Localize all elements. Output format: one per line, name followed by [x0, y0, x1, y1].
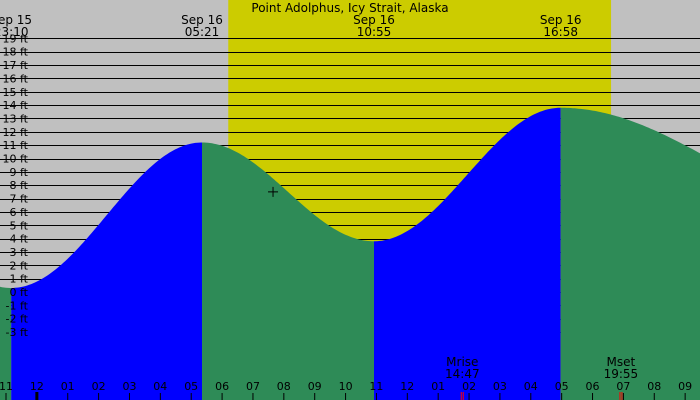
y-tick-label: -1 ft — [6, 299, 29, 312]
y-tick-label: 1 ft — [10, 273, 29, 286]
y-tick-label: 2 ft — [10, 259, 29, 272]
tide-event-time: 16:58 — [543, 25, 578, 39]
tide-event-time: 23:10 — [0, 25, 28, 39]
hour-tick-label: 05 — [555, 380, 569, 393]
hour-tick-label: 01 — [61, 380, 75, 393]
hour-tick-label: 08 — [277, 380, 291, 393]
y-tick-label: -3 ft — [6, 326, 29, 339]
hour-tick-label: 09 — [308, 380, 322, 393]
moon-event-label: Mset — [607, 355, 636, 369]
tide-event-date: Sep 16 — [181, 13, 223, 27]
tide-event-date: Sep 16 — [540, 13, 582, 27]
y-tick-label: 19 ft — [3, 32, 29, 45]
hour-tick-label: 06 — [215, 380, 229, 393]
y-tick-label: 6 ft — [10, 206, 29, 219]
y-tick-label: -2 ft — [6, 313, 29, 326]
y-tick-label: 7 ft — [10, 193, 29, 206]
hour-tick-label: 11 — [369, 380, 383, 393]
rising-tide-area — [11, 142, 203, 400]
y-tick-label: 10 ft — [3, 153, 29, 166]
y-tick-label: 15 ft — [3, 86, 29, 99]
current-marker — [268, 186, 279, 197]
y-tick-label: 3 ft — [10, 246, 29, 259]
y-tick-label: 8 ft — [10, 179, 29, 192]
hour-tick-label: 03 — [123, 380, 137, 393]
hour-tick-label: 12 — [400, 380, 414, 393]
y-tick-label: 11 ft — [3, 139, 29, 152]
y-axis-labels: -3 ft-2 ft-1 ft0 ft1 ft2 ft3 ft4 ft5 ft6… — [3, 32, 29, 339]
y-tick-label: 16 ft — [3, 72, 29, 85]
y-tick-label: 14 ft — [3, 99, 29, 112]
y-tick-label: 17 ft — [3, 59, 29, 72]
hour-tick-label: 06 — [586, 380, 600, 393]
falling-tide-area — [202, 142, 374, 400]
y-tick-label: 18 ft — [3, 46, 29, 59]
hour-tick-label: 09 — [678, 380, 692, 393]
hour-tick-label: 03 — [493, 380, 507, 393]
hour-tick-label: 10 — [339, 380, 353, 393]
hour-tick-label: 11 — [0, 380, 13, 393]
y-tick-label: 5 ft — [10, 219, 29, 232]
tide-areas — [0, 107, 700, 400]
moon-event-time: 19:55 — [604, 367, 639, 381]
hour-tick-label: 08 — [647, 380, 661, 393]
midnight-marker — [35, 392, 39, 400]
x-axis: 11 12 01 02 03 04 05 06 07 08 09 10 11 12 01 02 03 04 05 06… — [0, 380, 692, 400]
moon-event-time: 14:47 — [445, 367, 480, 381]
tide-event-date: Sep 16 — [353, 13, 395, 27]
hour-tick-label: 01 — [431, 380, 445, 393]
y-tick-label: 13 ft — [3, 113, 29, 126]
falling-tide-area — [0, 286, 12, 400]
hour-tick-label: 02 — [92, 380, 106, 393]
y-tick-label: 4 ft — [10, 233, 29, 246]
tide-event-date: Sep 15 — [0, 13, 32, 27]
moon-event-label: Mrise — [446, 355, 478, 369]
hour-tick-label: 05 — [184, 380, 198, 393]
y-tick-label: 0 ft — [10, 286, 29, 299]
rising-tide-area — [374, 107, 561, 400]
hour-tick-label: 02 — [462, 380, 476, 393]
hour-tick-label: 07 — [246, 380, 260, 393]
tide-event-time: 10:55 — [357, 25, 392, 39]
hour-tick-label: 04 — [524, 380, 538, 393]
hour-tick-label: 12 — [30, 380, 44, 393]
y-tick-label: 12 ft — [3, 126, 29, 139]
hour-tick-label: 07 — [616, 380, 630, 393]
chart-title: Point Adolphus, Icy Strait, Alaska — [251, 1, 448, 15]
tide-event-time: 05:21 — [185, 25, 220, 39]
hour-tick-label: 04 — [153, 380, 167, 393]
y-tick-label: 9 ft — [10, 166, 29, 179]
falling-tide-area — [560, 107, 700, 400]
